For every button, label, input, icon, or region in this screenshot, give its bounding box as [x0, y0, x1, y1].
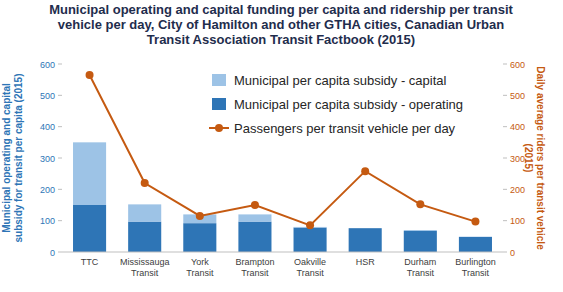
x-tick-label: BurlingtonTransit — [455, 257, 496, 278]
y2-tick-label: 100 — [510, 216, 525, 226]
x-tick-label-line: Transit — [241, 268, 269, 278]
bar — [128, 204, 161, 221]
title-line: Transit Association Transit Factbook (20… — [147, 32, 415, 47]
title-line: vehicle per day, City of Hamilton and ot… — [58, 17, 504, 32]
bar — [459, 236, 492, 237]
x-tick-label: YorkTransit — [186, 257, 214, 278]
y-tick — [58, 158, 62, 159]
x-tick-label: OakvilleTransit — [294, 257, 326, 278]
legend-label: Passengers per transit vehicle per day — [234, 121, 456, 136]
legend-swatch — [215, 124, 223, 132]
y2-tick-label: 300 — [510, 154, 525, 164]
bar — [349, 228, 382, 229]
y2-axis-title-line: Daily average riders per transit vehicle — [535, 66, 546, 250]
y-axis-title: Municipal operating and capitalsubsidy f… — [1, 74, 24, 243]
x-tick-label: TTC — [81, 257, 99, 267]
chart: Municipal operating and capital funding … — [0, 0, 563, 292]
plot-area — [73, 71, 492, 252]
y-tick — [58, 189, 62, 190]
x-tick-label-line: TTC — [81, 257, 99, 267]
x-tick-label: DurhamTransit — [404, 257, 436, 278]
y-tick — [58, 220, 62, 221]
y-tick-label: 0 — [50, 248, 55, 258]
x-tick-label: MississaugaTransit — [120, 257, 170, 278]
y-axis-title-line: Municipal operating and capital — [1, 83, 12, 233]
marker — [361, 167, 369, 175]
x-axis-line — [62, 252, 503, 253]
marker — [471, 218, 479, 226]
y2-tick — [503, 158, 507, 159]
y2-tick — [503, 64, 507, 65]
legend-label: Municipal per capita subsidy - capital — [234, 73, 447, 88]
y2-tick-label: 500 — [510, 91, 525, 101]
title: Municipal operating and capital funding … — [49, 2, 513, 47]
bar — [128, 222, 161, 252]
title-line: Municipal operating and capital funding … — [49, 2, 513, 17]
y2-tick-label: 0 — [510, 248, 515, 258]
legend-swatch — [212, 74, 226, 86]
y2-tick-label: 600 — [510, 60, 525, 70]
bar — [238, 222, 271, 252]
x-tick-label-line: Durham — [404, 257, 436, 267]
y2-tick — [503, 95, 507, 96]
y-tick-label: 500 — [40, 91, 55, 101]
y-tick — [58, 252, 62, 253]
y-tick — [58, 126, 62, 127]
bar — [238, 214, 271, 221]
marker — [141, 179, 149, 187]
marker — [251, 201, 259, 209]
x-tick-label-line: HSR — [356, 257, 376, 267]
marker — [306, 221, 314, 229]
bar — [349, 228, 382, 252]
y-tick-label: 400 — [40, 122, 55, 132]
x-tick-label-line: Transit — [296, 268, 324, 278]
y2-tick — [503, 126, 507, 127]
legend-swatch — [212, 98, 226, 110]
bar — [404, 231, 437, 252]
x-tick-label-line: Transit — [131, 268, 159, 278]
x-tick-label: HSR — [356, 257, 376, 267]
y2-tick-label: 400 — [510, 122, 525, 132]
y-tick-label: 300 — [40, 154, 55, 164]
legend-label: Municipal per capita subsidy - operating — [234, 97, 463, 112]
bar — [73, 205, 106, 252]
bar — [459, 237, 492, 252]
x-tick-label-line: Oakville — [294, 257, 326, 267]
bar — [294, 228, 327, 252]
y2-tick-label: 200 — [510, 185, 525, 195]
bar — [404, 230, 437, 232]
x-tick-label-line: Transit — [186, 268, 214, 278]
marker — [196, 212, 204, 220]
y-tick-label: 100 — [40, 216, 55, 226]
y2-axis-title-line: (2015) — [523, 144, 534, 173]
y2-axis-title: Daily average riders per transit vehicle… — [523, 66, 546, 250]
y-tick-label: 600 — [40, 60, 55, 70]
x-tick-label-line: Mississauga — [120, 257, 170, 267]
x-tick-label-line: Transit — [462, 268, 490, 278]
y-axis-title-line: subsidy for transit per capita (2015) — [13, 74, 24, 243]
line — [90, 75, 476, 225]
x-tick-label: BramptonTransit — [235, 257, 274, 278]
bar — [73, 142, 106, 205]
x-tick-label-line: Burlington — [455, 257, 496, 267]
marker — [416, 200, 424, 208]
y-tick — [58, 64, 62, 65]
y-tick-label: 200 — [40, 185, 55, 195]
bar — [183, 223, 216, 252]
y2-tick — [503, 252, 507, 253]
y2-tick — [503, 189, 507, 190]
marker — [86, 71, 94, 79]
x-tick-label-line: Brampton — [235, 257, 274, 267]
x-tick-label-line: York — [191, 257, 209, 267]
y-tick — [58, 95, 62, 96]
x-tick-label-line: Transit — [407, 268, 435, 278]
y2-tick — [503, 220, 507, 221]
